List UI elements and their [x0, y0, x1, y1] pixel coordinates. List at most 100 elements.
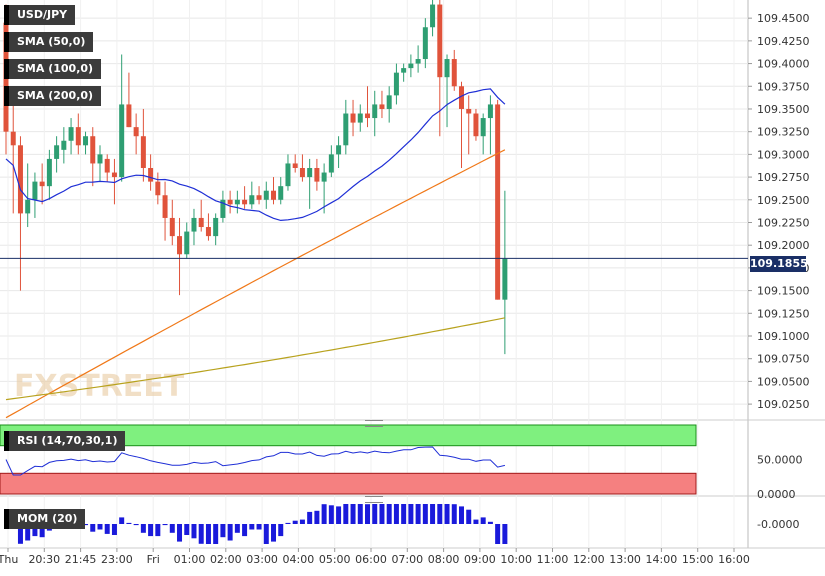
mom-tick-label: -0.0000 [757, 518, 799, 531]
mom-bar [328, 505, 334, 524]
time-tick-label: 15:00 [682, 553, 714, 566]
current-price-tag: 109.1855 [750, 256, 808, 272]
price-tick-label: 109.3750 [757, 80, 810, 93]
mom-bar [256, 524, 262, 530]
mom-bar [444, 504, 450, 524]
resize-handle-price-rsi[interactable] [365, 420, 383, 427]
time-tick-label: Fri [147, 553, 160, 566]
candle-body [473, 113, 479, 137]
mom-bar [314, 510, 320, 524]
candle-body [177, 236, 183, 255]
candle-body [32, 181, 38, 200]
time-tick-label: 23:00 [101, 553, 133, 566]
candle-body [285, 163, 291, 187]
mom-bar [379, 504, 385, 524]
candle-body [220, 199, 226, 218]
mom-bar [263, 524, 269, 544]
mom-bar [350, 504, 356, 524]
candle-body [372, 104, 378, 119]
candle-body [205, 227, 211, 237]
candle-body [466, 108, 472, 114]
mom-bar [213, 524, 219, 544]
mom-bar [155, 524, 161, 537]
candle-body [386, 95, 392, 109]
price-tick-label: 109.4000 [757, 58, 810, 71]
time-tick-label: 04:00 [283, 553, 315, 566]
mom-bar [126, 522, 132, 524]
rsi-label[interactable]: RSI (14,70,30,1) [4, 431, 126, 451]
rsi-tick-label: 50.0000 [757, 454, 803, 467]
sma-50-line [5, 88, 506, 222]
mom-bar [227, 524, 233, 541]
mom-bar [343, 504, 349, 524]
candle-body [54, 145, 60, 159]
price-tick-label: 109.1250 [757, 307, 810, 320]
mom-bar [480, 517, 486, 524]
price-tick-label: 109.2000 [757, 239, 810, 252]
time-tick-label: 13:00 [609, 553, 641, 566]
candle-body [444, 59, 450, 78]
mom-bar [32, 524, 38, 537]
candle-body [191, 217, 197, 232]
rsi-line [5, 446, 506, 476]
time-tick-label: 09:00 [464, 553, 496, 566]
sma-200-label[interactable]: SMA (200,0) [4, 86, 102, 106]
candle-body [126, 104, 132, 128]
candle-body [292, 163, 298, 168]
candle-body [97, 154, 103, 164]
symbol-label[interactable]: USD/JPY [4, 5, 76, 25]
candle-body [422, 27, 428, 60]
candle-body [68, 127, 74, 141]
mom-bar [495, 524, 501, 544]
candle-body [227, 199, 233, 205]
mom-bar [393, 504, 399, 524]
mom-bar [104, 524, 110, 534]
mom-bar [133, 524, 139, 526]
price-tick-label: 109.1500 [757, 285, 810, 298]
mom-bar [162, 524, 168, 526]
time-tick-label: 10:00 [500, 553, 532, 566]
time-tick-label: 14:00 [646, 553, 678, 566]
candle-body [133, 127, 139, 137]
price-tick-label: 109.0750 [757, 353, 810, 366]
time-tick-label: 07:00 [391, 553, 423, 566]
sma-50-label[interactable]: SMA (50,0) [4, 32, 94, 52]
candle-body [350, 113, 356, 123]
price-tick-label: 109.2750 [757, 171, 810, 184]
candle-body [321, 172, 327, 182]
candle-body [263, 190, 269, 200]
mom-bar [148, 524, 154, 537]
mom-bar [365, 504, 370, 524]
rsi-oversold-zone [0, 472, 697, 495]
candle-body [75, 127, 81, 146]
mom-bar [90, 524, 96, 532]
resize-handle-rsi-mom[interactable] [365, 496, 383, 503]
mom-bar [487, 521, 493, 524]
price-tick-label: 109.4500 [757, 12, 810, 25]
momentum-label[interactable]: MOM (20) [4, 509, 86, 529]
mom-bar [111, 524, 117, 535]
candle-body [271, 190, 277, 200]
sma-100-label[interactable]: SMA (100,0) [4, 59, 102, 79]
mom-bar [177, 524, 183, 542]
candle-body [148, 168, 154, 182]
candle-body [234, 199, 240, 205]
candle-body [25, 199, 31, 214]
mom-bar [119, 517, 125, 524]
mom-bar [357, 504, 363, 524]
candle-body [83, 136, 89, 146]
time-tick-label: 11:00 [537, 553, 569, 566]
mom-bar [220, 524, 226, 538]
time-tick-label: Thu [0, 553, 18, 566]
mom-bar [336, 506, 342, 524]
candle-body [307, 168, 313, 178]
candle-body [213, 217, 219, 237]
candle-body [379, 104, 385, 109]
candle-body [487, 104, 493, 119]
mom-bar [234, 524, 240, 533]
sma-100-line [5, 149, 506, 419]
time-tick-label: 16:00 [718, 553, 750, 566]
candle-body [458, 86, 464, 109]
